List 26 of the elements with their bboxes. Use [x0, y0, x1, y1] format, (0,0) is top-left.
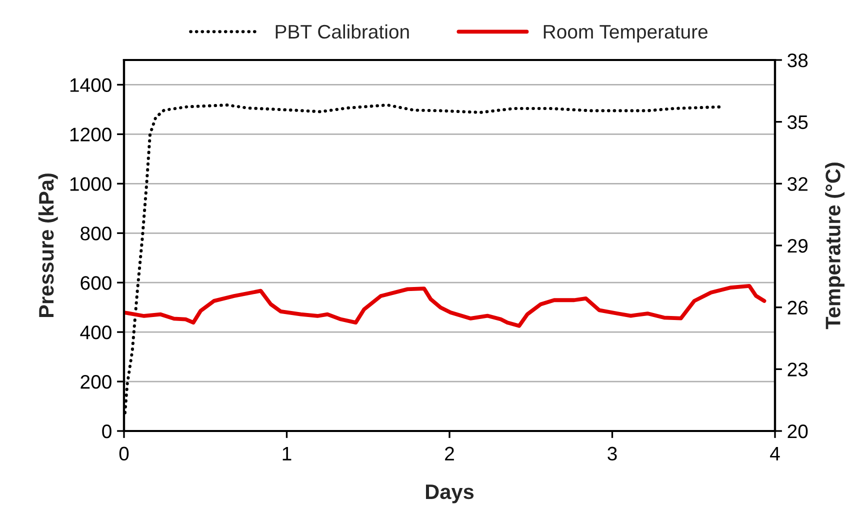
y-tick-label: 1000: [70, 177, 112, 191]
y2-axis-title: Temperature (°C): [825, 162, 845, 330]
x-axis-title: Days: [426, 484, 474, 504]
x-tick-label: 1: [282, 446, 292, 460]
x-tick-label: 0: [119, 446, 129, 461]
y2-tick-label: 26: [788, 300, 808, 315]
y2-tick-label: 32: [788, 177, 808, 191]
y2-tick-label: 35: [788, 115, 808, 130]
y-tick-label: 200: [80, 375, 112, 389]
y2-tick-label: 29: [788, 238, 808, 253]
y-tick-label: 1400: [70, 78, 112, 92]
y-tick-label: 1200: [70, 128, 112, 142]
line-series: [124, 284, 766, 328]
y-tick-label: 0: [102, 424, 112, 438]
legend-label: Room Temperature: [544, 25, 708, 42]
x-tick-label: 4: [770, 446, 780, 460]
x-tick-label: 3: [608, 446, 617, 461]
y2-tick-label: 20: [788, 424, 808, 438]
y-tick-label: 400: [80, 326, 112, 340]
y-tick-label: 800: [80, 226, 112, 240]
legend-label: PBT Calibration: [276, 24, 409, 39]
x-tick-label: 2: [445, 446, 454, 460]
y-axis-title: Pressure (kPa): [38, 174, 58, 318]
y-tick-label: 600: [80, 276, 112, 290]
y2-tick-label: 23: [788, 362, 808, 376]
y2-tick-label: 38: [788, 53, 808, 68]
